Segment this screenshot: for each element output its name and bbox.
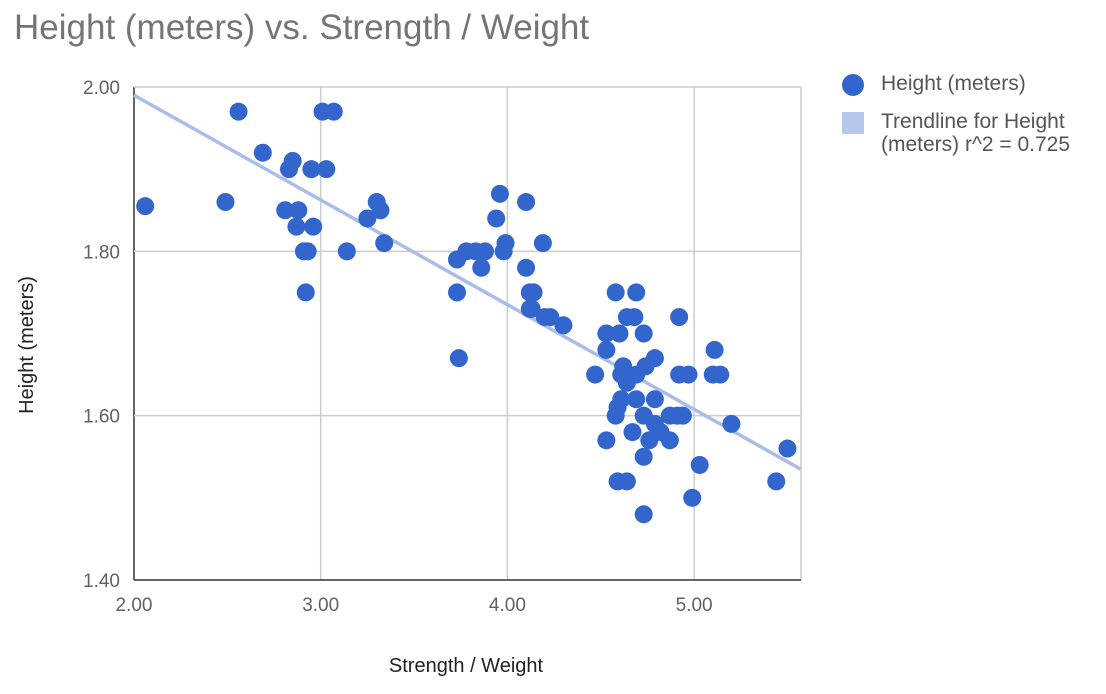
data-point[interactable]	[690, 455, 709, 474]
data-point[interactable]	[371, 201, 390, 220]
data-point[interactable]	[683, 488, 702, 507]
data-point[interactable]	[136, 197, 155, 216]
data-point[interactable]	[627, 390, 646, 409]
data-point[interactable]	[533, 234, 552, 253]
data-point[interactable]	[606, 406, 625, 425]
data-point[interactable]	[517, 193, 536, 212]
data-point[interactable]	[711, 365, 730, 384]
legend-label: Height (meters)	[881, 72, 1026, 95]
data-points	[136, 102, 797, 524]
data-point[interactable]	[276, 201, 295, 220]
legend-circle-icon	[842, 74, 864, 96]
x-tick-label: 3.00	[302, 595, 339, 616]
x-tick-label: 5.00	[676, 595, 713, 616]
data-point[interactable]	[640, 431, 659, 450]
data-point[interactable]	[597, 324, 616, 343]
data-point[interactable]	[317, 160, 336, 179]
data-point[interactable]	[298, 242, 317, 261]
data-point[interactable]	[517, 258, 536, 277]
data-point[interactable]	[324, 102, 343, 121]
data-point[interactable]	[679, 365, 698, 384]
legend-item-height[interactable]: Height (meters)	[842, 72, 1106, 96]
chart-title: Height (meters) vs. Strength / Weight	[14, 8, 590, 47]
legend: Height (meters) Trendline for Height (me…	[842, 72, 1106, 170]
gridlines	[133, 86, 802, 581]
data-point[interactable]	[475, 242, 494, 261]
data-point[interactable]	[597, 340, 616, 359]
trendline	[133, 93, 802, 471]
tick-labels: 2.00 3.00 4.00 5.00 1.40 1.60 1.80 2.00	[83, 78, 713, 616]
data-point[interactable]	[554, 316, 573, 335]
data-point[interactable]	[253, 143, 272, 162]
y-axis-label: Height (meters)	[16, 276, 38, 414]
data-point[interactable]	[296, 283, 315, 302]
x-axis-label: Strength / Weight	[389, 655, 544, 677]
legend-label: Trendline for Height (meters) r^2 = 0.72…	[881, 110, 1071, 156]
data-point[interactable]	[289, 201, 308, 220]
y-tick-label: 2.00	[83, 78, 120, 99]
data-point[interactable]	[597, 431, 616, 450]
x-tick-label: 4.00	[489, 595, 526, 616]
data-point[interactable]	[617, 472, 636, 491]
data-point[interactable]	[216, 193, 235, 212]
data-point[interactable]	[496, 234, 515, 253]
data-point[interactable]	[375, 234, 394, 253]
data-point[interactable]	[722, 414, 741, 433]
data-point[interactable]	[634, 324, 653, 343]
data-point[interactable]	[524, 283, 543, 302]
data-point[interactable]	[522, 299, 541, 318]
data-point[interactable]	[358, 209, 377, 228]
x-tick-label: 2.00	[116, 595, 153, 616]
data-point[interactable]	[610, 324, 629, 343]
data-point[interactable]	[634, 505, 653, 524]
data-point[interactable]	[302, 160, 321, 179]
data-point[interactable]	[586, 365, 605, 384]
data-point[interactable]	[490, 184, 509, 203]
y-tick-label: 1.60	[83, 407, 120, 428]
data-point[interactable]	[541, 308, 560, 327]
data-point[interactable]	[645, 390, 664, 409]
y-tick-label: 1.40	[83, 571, 120, 592]
data-point[interactable]	[778, 439, 797, 458]
data-point[interactable]	[660, 431, 679, 450]
data-point[interactable]	[447, 283, 466, 302]
data-point[interactable]	[617, 373, 636, 392]
data-point[interactable]	[337, 242, 356, 261]
data-point[interactable]	[487, 209, 506, 228]
data-point[interactable]	[229, 102, 248, 121]
data-point[interactable]	[304, 217, 323, 236]
data-point[interactable]	[705, 340, 724, 359]
data-point[interactable]	[634, 447, 653, 466]
data-point[interactable]	[673, 406, 692, 425]
data-point[interactable]	[283, 151, 302, 170]
data-point[interactable]	[623, 423, 642, 442]
data-point[interactable]	[767, 472, 786, 491]
data-point[interactable]	[670, 308, 689, 327]
data-point[interactable]	[287, 217, 306, 236]
data-point[interactable]	[449, 349, 468, 368]
data-point[interactable]	[627, 283, 646, 302]
y-tick-label: 1.80	[83, 242, 120, 263]
legend-item-trendline[interactable]: Trendline for Height (meters) r^2 = 0.72…	[842, 110, 1106, 156]
trendline-group	[133, 93, 802, 471]
data-point[interactable]	[625, 308, 644, 327]
legend-square-icon	[842, 112, 864, 134]
data-point[interactable]	[472, 258, 491, 277]
data-point[interactable]	[606, 283, 625, 302]
